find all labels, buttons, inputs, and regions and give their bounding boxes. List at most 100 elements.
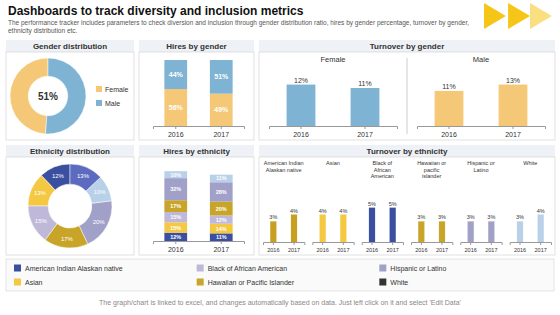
x-tick: 2016 xyxy=(415,242,427,253)
x-tick: 2016 xyxy=(514,242,526,253)
bar xyxy=(351,88,380,126)
data-label: 49% xyxy=(214,106,229,113)
bars xyxy=(164,171,232,241)
x-tick-label: 2016 xyxy=(168,131,184,138)
legend-label: Female xyxy=(105,86,128,93)
panel-subtitle: Male xyxy=(473,55,489,64)
bar xyxy=(468,221,474,242)
x-axis: 2016 2017 xyxy=(154,126,245,138)
bar-segment xyxy=(164,212,187,222)
legend-label: White xyxy=(390,279,408,286)
panel-title: Turnover by ethnicity xyxy=(367,147,448,156)
pie-slice xyxy=(79,201,112,244)
x-tick-mark xyxy=(442,242,443,245)
bar xyxy=(517,221,523,242)
pie xyxy=(28,164,112,248)
x-tick: 2017 xyxy=(485,242,497,253)
x-axis-line xyxy=(154,127,245,130)
x-tick-label: 2016 xyxy=(168,246,184,253)
x-tick-label: 2017 xyxy=(213,131,229,138)
x-tick-label: 2016 xyxy=(465,247,477,253)
bar-segment xyxy=(210,182,233,201)
x-tick: 2017 xyxy=(213,241,229,253)
bars xyxy=(517,215,544,243)
data-label: 20% xyxy=(93,219,106,225)
data-label: 17% xyxy=(61,236,74,242)
x-tick-mark xyxy=(221,241,222,244)
legend-swatch xyxy=(14,265,21,272)
center-label: 51% xyxy=(38,91,58,102)
data-label: 17% xyxy=(170,203,181,209)
data-label: 44% xyxy=(169,71,184,78)
data-label: 20% xyxy=(216,206,227,212)
panel-header xyxy=(259,145,555,157)
x-tick: 2016 xyxy=(366,242,378,253)
data-label: 3% xyxy=(417,214,425,220)
bars xyxy=(320,215,347,243)
x-tick-mark xyxy=(421,242,422,245)
x-tick-mark xyxy=(372,242,373,245)
data-label: 56% xyxy=(169,104,184,111)
divider xyxy=(407,58,408,134)
panel xyxy=(139,157,254,255)
x-tick-label: 2016 xyxy=(366,247,378,253)
facet-title: American IndianAlaskan native xyxy=(264,160,304,173)
panel xyxy=(259,157,555,255)
data-label: 4% xyxy=(339,208,347,214)
bar-segment xyxy=(210,202,233,216)
data-label: 12% xyxy=(216,217,227,223)
x-tick-label: 2017 xyxy=(535,247,547,253)
data-label: 12% xyxy=(294,77,308,84)
x-axis: 20162017 xyxy=(270,126,398,138)
data-label: 3% xyxy=(269,214,277,220)
x-tick-mark xyxy=(513,126,514,129)
x-tick-mark xyxy=(365,126,366,129)
bar xyxy=(499,85,528,126)
bar-segment xyxy=(164,222,187,232)
bar xyxy=(340,215,346,243)
panel-header xyxy=(6,145,134,157)
x-tick-label: 2017 xyxy=(288,247,300,253)
bar xyxy=(287,85,316,126)
panel-subtitle: Female xyxy=(320,55,345,64)
bar xyxy=(439,221,445,242)
x-axis-line xyxy=(461,243,502,246)
panel-title: Hires by ethnicity xyxy=(163,147,230,156)
legend-swatch xyxy=(379,265,386,272)
x-tick-mark xyxy=(301,126,302,129)
x-axis: 2016 2017 xyxy=(313,242,354,253)
bar-segment xyxy=(164,89,187,126)
x-tick-mark xyxy=(221,126,222,129)
panel-title: Turnover by gender xyxy=(370,42,445,51)
bars xyxy=(468,221,495,242)
bars xyxy=(287,85,380,126)
subtitle: The performance tracker includes paramet… xyxy=(8,19,469,35)
legend-swatch xyxy=(197,279,204,286)
x-tick: 2017 xyxy=(337,242,349,253)
panel-header xyxy=(139,145,254,157)
x-tick-label: 2016 xyxy=(317,247,329,253)
data-label: 15% xyxy=(170,214,181,220)
data-label: 10% xyxy=(170,172,181,178)
x-tick-mark xyxy=(491,242,492,245)
x-tick: 2016 xyxy=(465,242,477,253)
bars xyxy=(270,215,297,243)
pie xyxy=(10,58,86,134)
x-tick: 2016 xyxy=(441,126,457,138)
bars xyxy=(418,221,445,242)
x-tick: 2016 xyxy=(317,242,329,253)
x-tick: 2017 xyxy=(288,242,300,253)
x-tick: 2016 xyxy=(168,241,184,253)
x-tick-label: 2017 xyxy=(436,247,448,253)
panel-title: Gender distribution xyxy=(33,42,107,51)
x-tick-label: 2016 xyxy=(267,247,279,253)
data-label: 13% xyxy=(506,77,520,84)
data-label: 14% xyxy=(216,226,227,232)
data-label: 10% xyxy=(94,189,107,195)
bar xyxy=(270,221,276,242)
x-tick-label: 2016 xyxy=(514,247,526,253)
x-tick-mark xyxy=(175,241,176,244)
data-label: 5% xyxy=(368,201,376,207)
panel-header xyxy=(6,40,134,52)
bar-segment xyxy=(164,60,187,89)
